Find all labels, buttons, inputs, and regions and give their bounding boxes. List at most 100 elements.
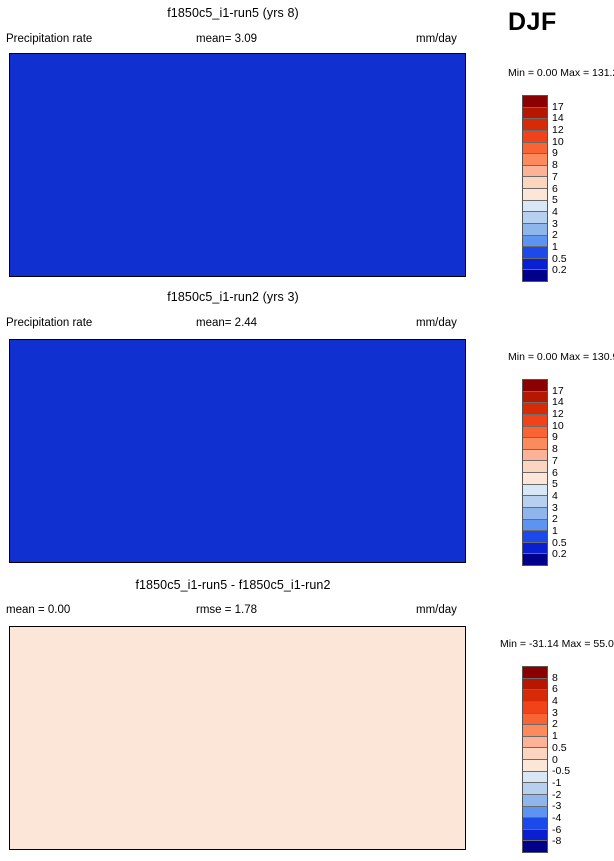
colorbar-diff [522,666,548,853]
units-label: mm/day [416,317,457,329]
colorbar-band [523,519,547,532]
colorbar-band [523,461,547,473]
colorbar-band [523,736,547,749]
colorbar-band [523,748,547,760]
units-label: mm/day [416,604,457,616]
colorbar-tick-label: 9 [552,431,558,444]
colorbar-tick-label: 0.5 [552,741,567,754]
colorbar-tick-label: 3 [552,217,558,230]
colorbar-band [523,258,547,271]
minmax-label: Min = -31.14 Max = 55.08 [500,638,614,650]
colorbar-tick-label: 0.5 [552,252,567,265]
map-plot-run2 [9,339,466,563]
colorbar-tick-label: 0.2 [552,548,567,561]
rmse-label: rmse = 1.78 [196,604,258,616]
colorbar-band [523,414,547,427]
colorbar-band [523,165,547,178]
colorbar-band [523,380,547,392]
colorbar-band [523,496,547,508]
colorbar-tick-label: 5 [552,478,558,491]
colorbar-band [523,119,547,131]
colorbar-tick-label: 4 [552,205,558,218]
colorbar-tick-label: -4 [552,811,562,824]
colorbar-tick-label: -3 [552,800,562,813]
colorbar-tick-label: 4 [552,489,558,502]
colorbar-precip-2 [522,379,548,566]
colorbar-tick-label: 5 [552,194,558,207]
panel-title: f1850c5_i1-run2 (yrs 3) [167,290,299,304]
colorbar-tick-label: 12 [552,408,564,421]
colorbar-tick-label: 6 [552,182,558,195]
colorbar-tick-label: 7 [552,170,558,183]
colorbar-tick-label: 1 [552,730,558,743]
colorbar-band [523,96,547,108]
map-canvas [10,627,465,849]
colorbar-tick-label: 8 [552,671,558,684]
colorbar-band [523,771,547,784]
colorbar-tick-label: 12 [552,124,564,137]
mean-label: mean = 0.00 [6,604,71,616]
colorbar-band [523,426,547,439]
map-plot-difference [9,626,466,850]
colorbar-band [523,507,547,520]
colorbar-band [523,189,547,201]
colorbar-tick-label: 8 [552,159,558,172]
colorbar-band [523,473,547,485]
colorbar-band [523,270,547,281]
colorbar-ticks-2: 17 14 12 10 9 8 7 6 5 4 3 2 1 0.5 0.2 [552,379,602,564]
colorbar-band [523,690,547,702]
colorbar-tick-label: 10 [552,135,564,148]
colorbar-band [523,542,547,555]
colorbar-tick-label: 3 [552,706,558,719]
colorbar-band [523,725,547,737]
colorbar-band [523,531,547,543]
colorbar-tick-label: 10 [552,419,564,432]
minmax-label: Min = 0.00 Max = 130.94 [508,351,614,363]
colorbar-band [523,701,547,714]
colorbar-band [523,806,547,819]
colorbar-tick-label: 14 [552,112,564,125]
colorbar-tick-label: 0.2 [552,264,567,277]
colorbar-band [523,403,547,415]
colorbar-tick-label: 1 [552,240,558,253]
colorbar-tick-label: 1 [552,524,558,537]
colorbar-tick-label: 9 [552,147,558,160]
minmax-label: Min = 0.00 Max = 131.27 [508,67,614,79]
colorbar-ticks-3: 8 6 4 3 2 1 0.5 0 -0.5 -1 -2 -3 -4 -6 -8 [552,666,602,851]
colorbar-tick-label: 2 [552,229,558,242]
colorbar-band [523,667,547,679]
colorbar-tick-label: 3 [552,501,558,514]
colorbar-band [523,554,547,565]
panel-title: f1850c5_i1-run5 (yrs 8) [167,6,299,20]
colorbar-tick-label: -6 [552,823,562,836]
colorbar-tick-label: -8 [552,835,562,848]
panel-title: f1850c5_i1-run5 - f1850c5_i1-run2 [135,578,331,592]
map-plot-run5 [9,53,466,277]
colorbar-band [523,449,547,462]
colorbar-band [523,154,547,166]
colorbar-tick-label: 4 [552,695,558,708]
colorbar-tick-label: -1 [552,776,562,789]
variable-label: Precipitation rate [6,33,93,45]
colorbar-band [523,484,547,497]
map-canvas [10,340,465,562]
colorbar-tick-label: 6 [552,683,558,696]
colorbar-band [523,212,547,224]
mean-label: mean= 3.09 [196,33,258,45]
colorbar-tick-label: 14 [552,396,564,409]
colorbar-band [523,142,547,155]
colorbar-band [523,794,547,807]
season-label: DJF [508,8,557,36]
colorbar-tick-label: -0.5 [552,765,571,778]
colorbar-tick-label: 0 [552,753,558,766]
colorbar-band [523,391,547,404]
colorbar-band [523,713,547,726]
colorbar-band [523,247,547,259]
colorbar-band [523,438,547,450]
variable-label: Precipitation rate [6,317,93,329]
colorbar-band [523,200,547,213]
colorbar-tick-label: 6 [552,466,558,479]
colorbar-band [523,130,547,143]
colorbar-tick-label: 7 [552,454,558,467]
colorbar-tick-label: 2 [552,718,558,731]
